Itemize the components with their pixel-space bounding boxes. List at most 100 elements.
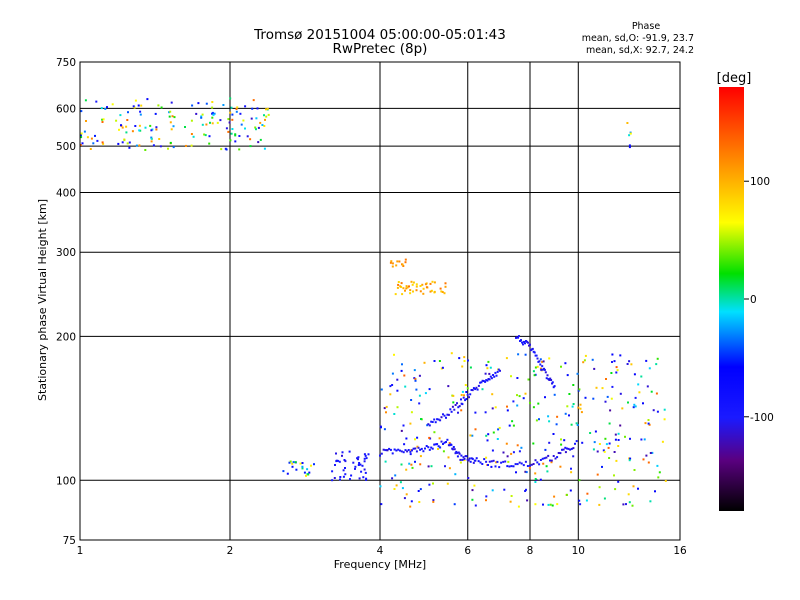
data-point bbox=[502, 451, 505, 454]
data-point bbox=[585, 499, 588, 502]
data-point bbox=[551, 381, 554, 384]
data-point bbox=[463, 394, 465, 397]
data-point bbox=[301, 467, 304, 470]
data-point bbox=[400, 429, 403, 432]
data-point bbox=[604, 437, 607, 440]
data-point bbox=[334, 464, 336, 466]
data-point bbox=[443, 292, 446, 295]
data-point bbox=[144, 126, 147, 129]
data-point bbox=[407, 449, 410, 451]
data-point bbox=[265, 108, 267, 111]
data-point bbox=[477, 384, 480, 387]
data-point bbox=[428, 448, 431, 451]
data-point bbox=[139, 110, 142, 113]
data-point bbox=[522, 397, 525, 400]
data-point bbox=[416, 445, 419, 448]
data-point bbox=[429, 282, 432, 285]
data-point bbox=[363, 468, 366, 471]
data-point bbox=[426, 424, 429, 427]
data-point bbox=[522, 343, 524, 346]
data-point bbox=[390, 260, 393, 263]
data-point bbox=[134, 125, 137, 127]
data-point bbox=[483, 458, 486, 461]
data-point bbox=[544, 396, 546, 399]
data-point bbox=[661, 440, 664, 443]
data-point bbox=[150, 136, 153, 139]
data-point bbox=[604, 400, 607, 403]
data-point bbox=[453, 408, 456, 411]
data-point bbox=[598, 443, 601, 445]
data-point bbox=[575, 422, 578, 425]
data-point bbox=[211, 122, 214, 125]
data-point bbox=[647, 422, 650, 425]
data-point bbox=[534, 503, 537, 506]
data-point bbox=[389, 261, 392, 264]
data-point bbox=[548, 357, 551, 360]
data-point bbox=[230, 132, 233, 135]
data-point bbox=[473, 459, 476, 462]
data-point bbox=[191, 104, 194, 107]
data-point bbox=[418, 402, 421, 405]
data-point bbox=[235, 110, 238, 113]
data-point bbox=[411, 283, 414, 286]
data-point bbox=[548, 420, 551, 423]
data-point bbox=[264, 118, 266, 121]
data-point bbox=[150, 129, 153, 132]
data-point bbox=[500, 461, 503, 464]
data-point bbox=[577, 406, 580, 409]
data-point bbox=[438, 360, 441, 362]
data-point bbox=[152, 144, 155, 147]
data-point bbox=[169, 121, 172, 124]
data-point bbox=[389, 385, 392, 388]
data-point bbox=[404, 258, 407, 261]
data-point bbox=[263, 147, 266, 150]
data-point bbox=[449, 408, 452, 411]
data-point bbox=[341, 454, 343, 457]
data-point bbox=[364, 471, 367, 474]
data-point bbox=[484, 380, 487, 383]
data-point bbox=[295, 468, 298, 471]
data-point bbox=[591, 358, 594, 361]
colorbar bbox=[719, 87, 744, 511]
data-point bbox=[638, 391, 641, 394]
data-point bbox=[571, 405, 574, 408]
data-point bbox=[535, 419, 538, 422]
data-point bbox=[491, 449, 494, 452]
data-point bbox=[633, 469, 636, 471]
data-point bbox=[485, 456, 488, 459]
data-point bbox=[482, 380, 485, 382]
data-point bbox=[404, 449, 407, 452]
data-point bbox=[534, 459, 537, 462]
data-point bbox=[516, 377, 519, 379]
data-point bbox=[424, 283, 427, 286]
data-point bbox=[609, 409, 612, 412]
data-point bbox=[419, 463, 422, 466]
data-point bbox=[249, 138, 252, 141]
data-point bbox=[127, 111, 129, 114]
data-point bbox=[190, 133, 193, 135]
data-point bbox=[539, 478, 542, 481]
data-point bbox=[616, 369, 619, 372]
data-point bbox=[172, 146, 175, 149]
data-point bbox=[231, 118, 234, 121]
data-point bbox=[427, 446, 430, 449]
data-point bbox=[510, 375, 512, 378]
data-point bbox=[291, 465, 294, 468]
data-point bbox=[484, 372, 487, 375]
data-point bbox=[101, 121, 104, 123]
data-point bbox=[606, 395, 609, 398]
data-point bbox=[389, 448, 392, 451]
data-point bbox=[415, 450, 418, 453]
x-tick-label: 6 bbox=[464, 545, 471, 557]
data-point bbox=[452, 448, 454, 451]
colorbar-tick-label: 0 bbox=[750, 294, 757, 306]
data-point bbox=[467, 359, 469, 362]
data-point bbox=[427, 423, 430, 426]
data-point bbox=[622, 503, 625, 506]
data-point bbox=[549, 459, 551, 462]
data-point bbox=[542, 360, 545, 363]
data-point bbox=[433, 290, 436, 293]
data-point bbox=[358, 477, 361, 480]
data-point bbox=[457, 451, 460, 454]
data-point bbox=[552, 455, 555, 457]
